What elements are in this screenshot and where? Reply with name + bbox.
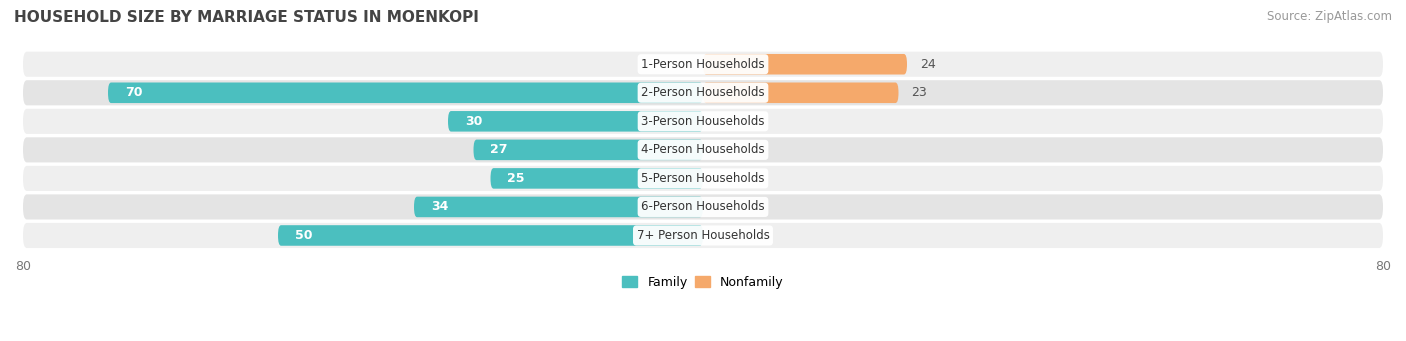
FancyBboxPatch shape bbox=[413, 197, 703, 217]
Text: 24: 24 bbox=[920, 58, 935, 71]
FancyBboxPatch shape bbox=[108, 83, 703, 103]
Text: 50: 50 bbox=[295, 229, 312, 242]
FancyBboxPatch shape bbox=[22, 109, 1384, 134]
Text: 23: 23 bbox=[911, 86, 927, 99]
Text: 2-Person Households: 2-Person Households bbox=[641, 86, 765, 99]
Legend: Family, Nonfamily: Family, Nonfamily bbox=[617, 271, 789, 294]
Text: 30: 30 bbox=[465, 115, 482, 128]
Text: 3-Person Households: 3-Person Households bbox=[641, 115, 765, 128]
FancyBboxPatch shape bbox=[449, 111, 703, 132]
Text: Source: ZipAtlas.com: Source: ZipAtlas.com bbox=[1267, 10, 1392, 23]
FancyBboxPatch shape bbox=[22, 80, 1384, 105]
Text: HOUSEHOLD SIZE BY MARRIAGE STATUS IN MOENKOPI: HOUSEHOLD SIZE BY MARRIAGE STATUS IN MOE… bbox=[14, 10, 479, 25]
FancyBboxPatch shape bbox=[703, 83, 898, 103]
FancyBboxPatch shape bbox=[22, 166, 1384, 191]
FancyBboxPatch shape bbox=[22, 194, 1384, 220]
Text: 6-Person Households: 6-Person Households bbox=[641, 201, 765, 213]
Text: 4-Person Households: 4-Person Households bbox=[641, 143, 765, 157]
FancyBboxPatch shape bbox=[278, 225, 703, 246]
FancyBboxPatch shape bbox=[703, 54, 907, 75]
FancyBboxPatch shape bbox=[22, 223, 1384, 248]
FancyBboxPatch shape bbox=[491, 168, 703, 189]
Text: 70: 70 bbox=[125, 86, 142, 99]
FancyBboxPatch shape bbox=[22, 52, 1384, 77]
FancyBboxPatch shape bbox=[22, 137, 1384, 162]
Text: 34: 34 bbox=[432, 201, 449, 213]
Text: 7+ Person Households: 7+ Person Households bbox=[637, 229, 769, 242]
Text: 27: 27 bbox=[491, 143, 508, 157]
FancyBboxPatch shape bbox=[474, 139, 703, 160]
Text: 5-Person Households: 5-Person Households bbox=[641, 172, 765, 185]
Text: 25: 25 bbox=[508, 172, 524, 185]
Text: 1-Person Households: 1-Person Households bbox=[641, 58, 765, 71]
